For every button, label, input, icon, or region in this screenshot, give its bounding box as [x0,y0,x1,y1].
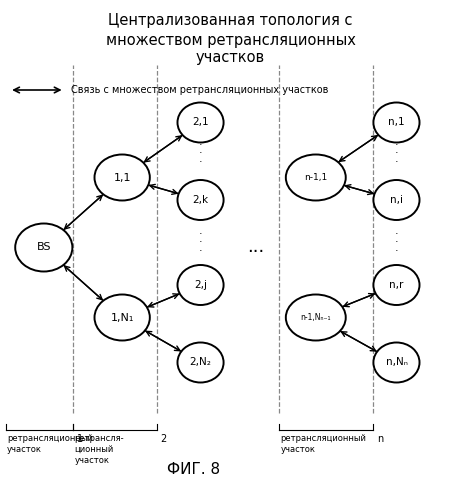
Text: n,Nₙ: n,Nₙ [385,358,408,368]
Text: множеством ретрансляционных: множеством ретрансляционных [106,32,355,48]
Text: Связь с множеством ретрансляционных участков: Связь с множеством ретрансляционных учас… [71,85,329,95]
Text: n-1,Nₙ₋₁: n-1,Nₙ₋₁ [301,313,331,322]
Text: 2,N₂: 2,N₂ [189,358,212,368]
Ellipse shape [177,102,224,142]
Ellipse shape [95,294,150,341]
Ellipse shape [286,154,346,200]
Text: 2,1: 2,1 [192,118,209,128]
Text: ·
·
·: · · · [395,229,398,256]
Text: BS: BS [36,242,51,252]
Text: ретрансляционный
участок: ретрансляционный участок [7,434,93,454]
Text: ...: ... [247,238,265,256]
Ellipse shape [373,342,420,382]
Text: ретрансляционный
участок: ретрансляционный участок [280,434,366,454]
Text: 2,j: 2,j [194,280,207,290]
Ellipse shape [15,224,72,272]
Ellipse shape [373,102,420,142]
Ellipse shape [177,265,224,305]
Text: участков: участков [196,50,265,65]
Text: ретрансля-
ционный
участок: ретрансля- ционный участок [75,434,124,465]
Text: 1,N₁: 1,N₁ [111,312,134,322]
Text: n: n [377,434,384,444]
Ellipse shape [373,180,420,220]
Ellipse shape [286,294,346,341]
Text: ·
·
·: · · · [199,229,202,256]
Ellipse shape [177,342,224,382]
Text: 2: 2 [160,434,167,444]
Text: n,1: n,1 [388,118,405,128]
Text: 2,k: 2,k [193,195,208,205]
Ellipse shape [95,154,150,200]
Text: ФИГ. 8: ФИГ. 8 [167,462,220,477]
Text: 1: 1 [77,434,83,444]
Text: 1,1: 1,1 [113,172,131,182]
Text: n,i: n,i [390,195,403,205]
Text: n-1,1: n-1,1 [304,173,327,182]
Text: n,r: n,r [389,280,404,290]
Text: Централизованная топология с: Централизованная топология с [108,12,353,28]
Ellipse shape [177,180,224,220]
Text: ·
·
·: · · · [199,140,202,167]
Ellipse shape [373,265,420,305]
Text: ·
·
·: · · · [395,140,398,167]
